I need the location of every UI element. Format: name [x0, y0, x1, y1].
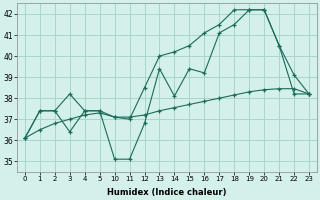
X-axis label: Humidex (Indice chaleur): Humidex (Indice chaleur) — [107, 188, 227, 197]
